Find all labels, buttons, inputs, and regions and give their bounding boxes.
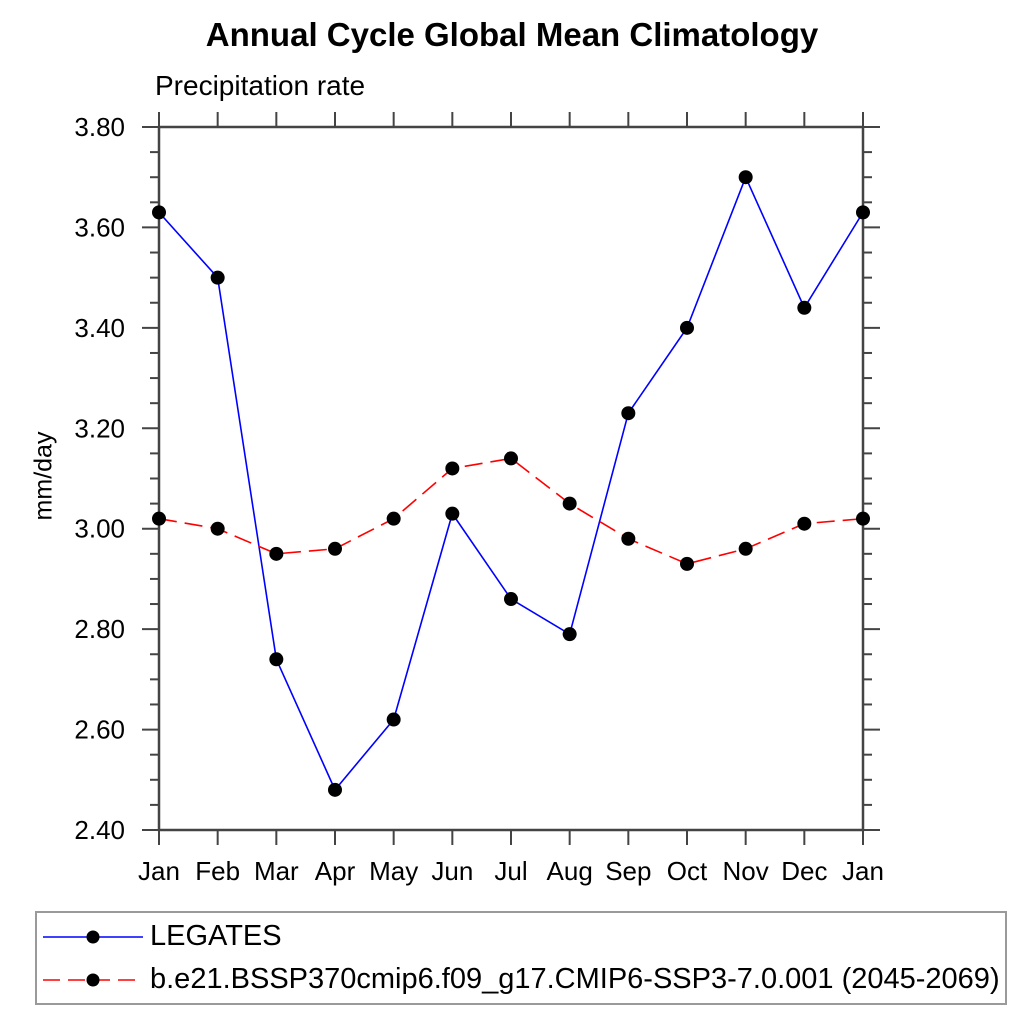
data-point-series-1 (797, 516, 812, 531)
x-tick-label: Jan (842, 856, 884, 886)
data-point-series-1 (621, 531, 636, 546)
data-point-series-0 (210, 270, 225, 285)
x-tick-label: Feb (195, 856, 240, 886)
data-point-series-1 (269, 546, 284, 561)
legend-entry-legates: LEGATES (37, 915, 1005, 958)
legend-solid-line-marker-icon (43, 930, 143, 943)
legend-marker-dot (86, 930, 100, 943)
data-point-series-1 (504, 451, 518, 466)
y-tick-label: 3.60 (74, 212, 125, 242)
x-tick-label: Oct (667, 856, 708, 886)
data-point-series-1 (445, 461, 460, 476)
plot-frame (157, 125, 865, 832)
x-tick-label: Dec (781, 856, 827, 886)
x-tick-label: Mar (254, 856, 299, 886)
data-point-series-1 (210, 521, 225, 536)
data-point-series-1 (856, 511, 870, 526)
y-tick-label: 2.40 (74, 815, 125, 845)
data-point-series-1 (152, 511, 166, 526)
data-point-series-0 (738, 170, 753, 185)
y-tick-label: 3.00 (74, 514, 125, 544)
legend-marker-dot (86, 973, 100, 986)
data-point-series-0 (152, 205, 166, 220)
x-tick-label: Jan (138, 856, 180, 886)
data-point-series-0 (680, 320, 694, 335)
legend-dashed-line-marker-icon (43, 973, 143, 986)
data-point-series-1 (738, 541, 753, 556)
x-tick-label: May (369, 856, 418, 886)
data-point-series-1 (562, 496, 577, 511)
x-tick-label: Jul (494, 856, 527, 886)
x-tick-label: Jun (431, 856, 473, 886)
x-tick-label: Sep (605, 856, 651, 886)
legend-label-legates: LEGATES (150, 920, 282, 952)
x-tick-label: Nov (723, 856, 769, 886)
data-point-series-1 (386, 511, 401, 526)
legend-box: LEGATES b.e21.BSSP370cmip6.f09_g17.CMIP6… (35, 911, 1007, 1005)
legend-label-model: b.e21.BSSP370cmip6.f09_g17.CMIP6-SSP3-7.… (150, 963, 1000, 995)
y-tick-label: 2.60 (74, 715, 125, 745)
x-tick-label: Aug (547, 856, 593, 886)
x-tick-label: Apr (315, 856, 356, 886)
data-point-series-0 (504, 592, 518, 607)
legend-entry-model: b.e21.BSSP370cmip6.f09_g17.CMIP6-SSP3-7.… (37, 958, 1005, 1001)
y-tick-label: 3.20 (74, 413, 125, 443)
data-point-series-0 (856, 205, 870, 220)
chart-title: Annual Cycle Global Mean Climatology (205, 16, 819, 53)
data-point-series-0 (328, 782, 342, 797)
data-point-series-1 (680, 556, 694, 571)
data-point-series-0 (445, 506, 460, 521)
data-point-series-0 (562, 627, 577, 642)
data-point-series-0 (621, 406, 636, 421)
data-point-series-0 (797, 300, 812, 315)
data-point-series-0 (269, 652, 284, 667)
data-point-series-1 (328, 541, 342, 556)
chart-subtitle: Precipitation rate (155, 70, 366, 101)
y-tick-label: 3.40 (74, 313, 125, 343)
series-line-0 (158, 175, 864, 792)
y-tick-label: 2.80 (74, 614, 125, 644)
data-point-series-0 (386, 712, 401, 727)
series-line-1 (158, 457, 864, 565)
y-tick-label: 3.80 (74, 112, 125, 142)
